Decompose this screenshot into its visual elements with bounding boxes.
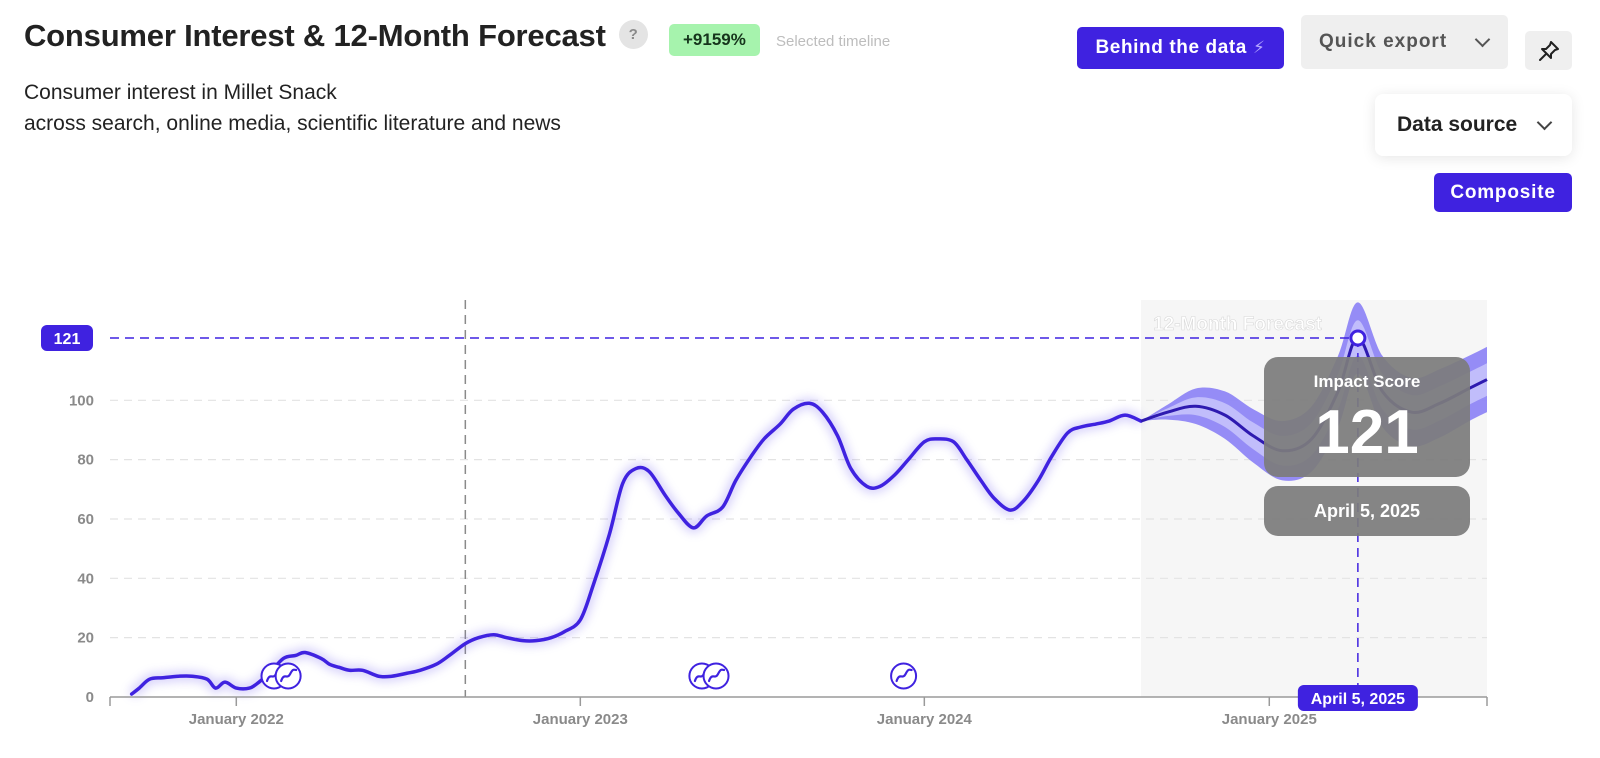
x-tick-label: January 2023	[533, 711, 628, 728]
subtitle-line-2: across search, online media, scientific …	[24, 112, 561, 135]
pin-icon	[1538, 40, 1559, 61]
forecast-label: 12-Month Forecast	[1153, 314, 1323, 335]
growth-badge: +9159%	[669, 24, 760, 56]
y-tick-label: 0	[86, 689, 94, 706]
y-tick-label: 100	[69, 392, 94, 409]
trend-event-icon	[702, 662, 730, 690]
history-line-glow	[128, 398, 1143, 698]
tooltip-card	[1264, 357, 1470, 477]
hover-value-pill	[41, 325, 93, 351]
selected-timeline-label: Selected timeline	[776, 33, 891, 50]
behind-the-data-button[interactable]: Behind the data ⚡	[1077, 27, 1284, 69]
question-icon[interactable]: ?	[618, 19, 648, 49]
composite-button[interactable]: Composite	[1434, 173, 1572, 212]
subtitle-line-1: Consumer interest in Millet Snack	[24, 81, 337, 104]
trend-event-icon	[274, 662, 302, 690]
x-tick-label: January 2022	[189, 711, 284, 728]
x-tick-label: January 2024	[877, 711, 973, 728]
data-source-dropdown[interactable]: Data source	[1375, 94, 1572, 156]
hover-date-pill-label: April 5, 2025	[1311, 691, 1405, 708]
y-tick-label: 20	[77, 630, 94, 647]
tooltip-title: Impact Score	[1314, 372, 1421, 391]
behind-the-data-label: Behind the data	[1095, 37, 1247, 58]
subtitle: Consumer interest in Millet Snack across…	[24, 77, 561, 139]
hover-value-pill-label: 121	[54, 331, 81, 348]
hover-date-pill	[1297, 685, 1418, 711]
pin-button[interactable]	[1525, 31, 1572, 70]
y-tick-label: 40	[77, 570, 94, 587]
history-line	[129, 401, 1143, 696]
tooltip-date-card	[1264, 486, 1470, 536]
y-tick-label: 80	[77, 452, 94, 469]
trend-event-icon	[890, 662, 918, 690]
hover-point	[1349, 329, 1367, 347]
x-tick-label: January 2025	[1222, 711, 1317, 728]
quick-export-button[interactable]: Quick export	[1301, 15, 1508, 69]
bolt-icon: ⚡	[1252, 38, 1266, 57]
y-tick-label: 60	[77, 511, 94, 528]
data-source-label: Data source	[1397, 113, 1518, 136]
quick-export-label: Quick export	[1319, 31, 1448, 52]
tooltip-date: April 5, 2025	[1314, 501, 1420, 521]
page-title: Consumer Interest & 12-Month Forecast	[24, 18, 606, 53]
tooltip-value: 121	[1315, 398, 1418, 467]
